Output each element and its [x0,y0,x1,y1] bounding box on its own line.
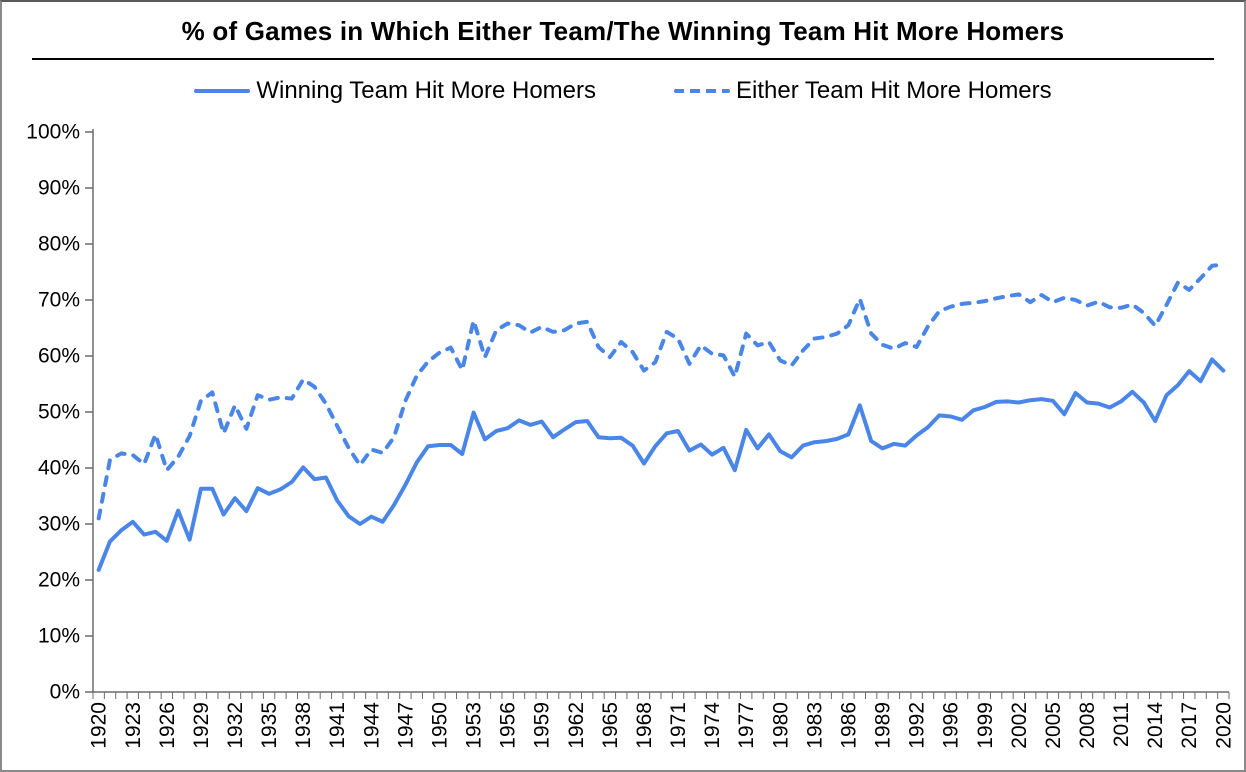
x-tick-label: 1950 [428,702,451,749]
x-tick-label: 1977 [735,702,758,749]
x-tick-label: 2014 [1144,702,1167,749]
legend: Winning Team Hit More Homers Either Team… [2,74,1244,108]
x-tick-label: 1983 [803,702,826,749]
legend-label-either-team: Either Team Hit More Homers [736,77,1052,104]
y-tick-label: 20% [38,569,80,592]
x-tick-label: 1968 [633,702,656,749]
y-axis: 0% 10% 20% 30% 40% 50% 60% 70% 80% 90% 100% [26,121,93,704]
y-tick-label: 50% [38,401,80,424]
x-tick-label: 1959 [531,702,554,749]
chart-title: % of Games in Which Either Team/The Winn… [181,16,1065,46]
x-axis-labels: 1920 1923 1926 1929 1932 1935 1938 1941 1944 1947… [88,702,1236,749]
title-underline [32,58,1214,60]
x-tick-label: 2002 [1008,702,1031,749]
x-tick-label: 2008 [1076,702,1099,749]
y-tick-label: 10% [38,625,80,648]
x-tick-label: 1941 [326,702,349,749]
y-tick-label: 60% [38,345,80,368]
x-tick-label: 2020 [1212,702,1235,749]
x-tick-label: 1953 [463,702,486,749]
x-tick-label: 1920 [88,702,111,749]
x-tick-label: 1938 [292,702,315,749]
x-tick-label: 1965 [599,702,622,749]
solid-line-swatch-icon [194,89,251,93]
x-tick-label: 2017 [1178,702,1201,749]
x-axis-ticks [92,692,1230,699]
y-tick-label: 100% [26,121,80,144]
y-tick-label: 40% [38,457,80,480]
y-tick-label: 0% [50,681,80,704]
x-tick-label: 1932 [224,702,247,749]
y-tick-label: 30% [38,513,80,536]
x-tick-label: 1956 [497,702,520,749]
x-tick-label: 1996 [940,702,963,749]
x-tick-label: 1989 [872,702,895,749]
x-tick-label: 1986 [837,702,860,749]
legend-item-either-team: Either Team Hit More Homers [674,77,1052,105]
x-tick-label: 1971 [667,702,690,749]
x-tick-label: 1974 [701,702,724,749]
x-tick-label: 1929 [190,702,213,749]
x-tick-label: 1980 [769,702,792,749]
either-team-dashed-line [96,262,1226,521]
x-tick-label: 1992 [906,702,929,749]
legend-label-winning-team: Winning Team Hit More Homers [256,77,596,104]
x-tick-label: 1935 [258,702,281,749]
x-tick-label: 1962 [565,702,588,749]
x-tick-label: 1944 [360,702,383,749]
x-tick-label: 2005 [1042,702,1065,749]
y-tick-label: 80% [38,233,80,256]
dashed-line-swatch-icon [674,89,730,93]
y-tick-label: 90% [38,177,80,200]
winning-team-solid-line [96,357,1226,572]
x-tick-label: 2011 [1110,702,1133,747]
x-tick-label: 1926 [156,702,179,749]
x-tick-label: 1923 [122,702,145,749]
y-tick-label: 70% [38,289,80,312]
legend-item-winning-team: Winning Team Hit More Homers [194,77,596,105]
x-tick-label: 1999 [974,702,997,749]
x-tick-label: 1947 [394,702,417,749]
